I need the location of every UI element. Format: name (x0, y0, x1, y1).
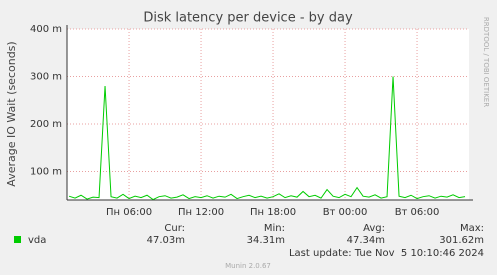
x-tick-label: Вт 06:00 (395, 207, 440, 218)
x-tick-label: Пн 12:00 (178, 207, 224, 218)
y-tick-label: 400 m (30, 24, 62, 35)
y-tick-label: 100 m (30, 167, 62, 178)
stat-header: Avg: (363, 223, 385, 234)
y-axis-label: Average IO Wait (seconds) (5, 41, 18, 186)
y-tick-label: 300 m (30, 72, 62, 83)
last-update: Last update: Tue Nov 5 10:10:46 2024 (289, 248, 484, 259)
x-tick-label: Пн 06:00 (106, 207, 152, 218)
stat-value: 34.31m (247, 235, 285, 246)
side-text: RRDTOOL / TOBI OETIKER (482, 17, 490, 107)
stat-value: 47.34m (347, 235, 385, 246)
x-tick-label: Вт 00:00 (323, 207, 368, 218)
x-tick-label: Пн 18:00 (250, 207, 296, 218)
chart-title: Disk latency per device - by day (143, 11, 353, 26)
legend-swatch (14, 236, 21, 243)
data-line (68, 76, 466, 201)
footer: Munin 2.0.67 (225, 262, 271, 270)
legend-label: vda (28, 235, 46, 246)
stat-header: Cur: (164, 223, 185, 234)
stat-header: Max: (460, 223, 484, 234)
plot-area (67, 29, 469, 200)
stat-header: Min: (264, 223, 285, 234)
stat-value: 47.03m (147, 235, 185, 246)
y-tick-label: 200 m (30, 119, 62, 130)
stat-value: 301.62m (439, 235, 484, 246)
